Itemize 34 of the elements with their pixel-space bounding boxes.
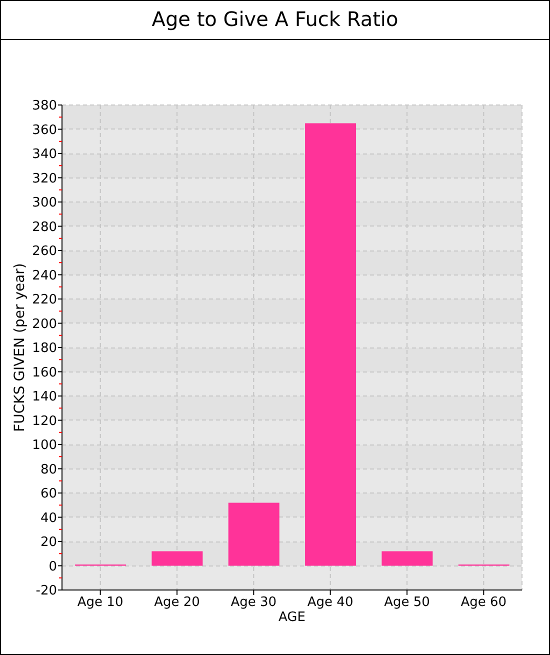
bar: [228, 502, 280, 566]
x-tick-label: Age 30: [230, 595, 277, 610]
y-tick-label: 40: [40, 510, 57, 526]
y-tick-label: 280: [32, 220, 57, 235]
y-tick-label: 180: [32, 341, 57, 356]
y-tick-label: 140: [32, 390, 57, 405]
y-tick-label: 260: [32, 244, 57, 260]
x-tick-label: Age 40: [307, 595, 354, 610]
y-tick-label: 360: [32, 122, 57, 138]
y-tick-label: 60: [40, 486, 57, 502]
x-tick-label: Age 50: [384, 595, 430, 610]
x-tick-label: Age 20: [154, 595, 200, 610]
x-axis-title: AGE: [278, 610, 306, 625]
bar: [382, 551, 433, 566]
y-tick-label: 240: [32, 268, 57, 284]
y-tick-label: 20: [40, 535, 57, 550]
y-tick-label: 200: [32, 316, 57, 332]
y-axis-title: FUCKS GIVEN (per year): [12, 263, 28, 432]
y-tick-label: -20: [36, 584, 57, 599]
bar: [305, 123, 356, 566]
y-tick-label: 320: [32, 171, 57, 186]
chart-title: Age to Give A Fuck Ratio: [0, 0, 550, 40]
y-tick-label: 0: [48, 559, 57, 574]
y-tick-label: 80: [40, 462, 57, 478]
y-tick-label: 160: [32, 365, 57, 380]
bar: [152, 551, 203, 566]
x-tick-label: Age 60: [460, 595, 507, 610]
y-tick-label: 100: [32, 438, 57, 454]
x-tick-label: Age 10: [77, 595, 124, 610]
y-tick-label: 380: [32, 98, 57, 114]
y-tick-label: 120: [32, 414, 57, 429]
y-tick-label: 340: [32, 147, 57, 162]
y-tick-label: 300: [32, 196, 57, 211]
y-tick-label: 220: [32, 292, 57, 308]
